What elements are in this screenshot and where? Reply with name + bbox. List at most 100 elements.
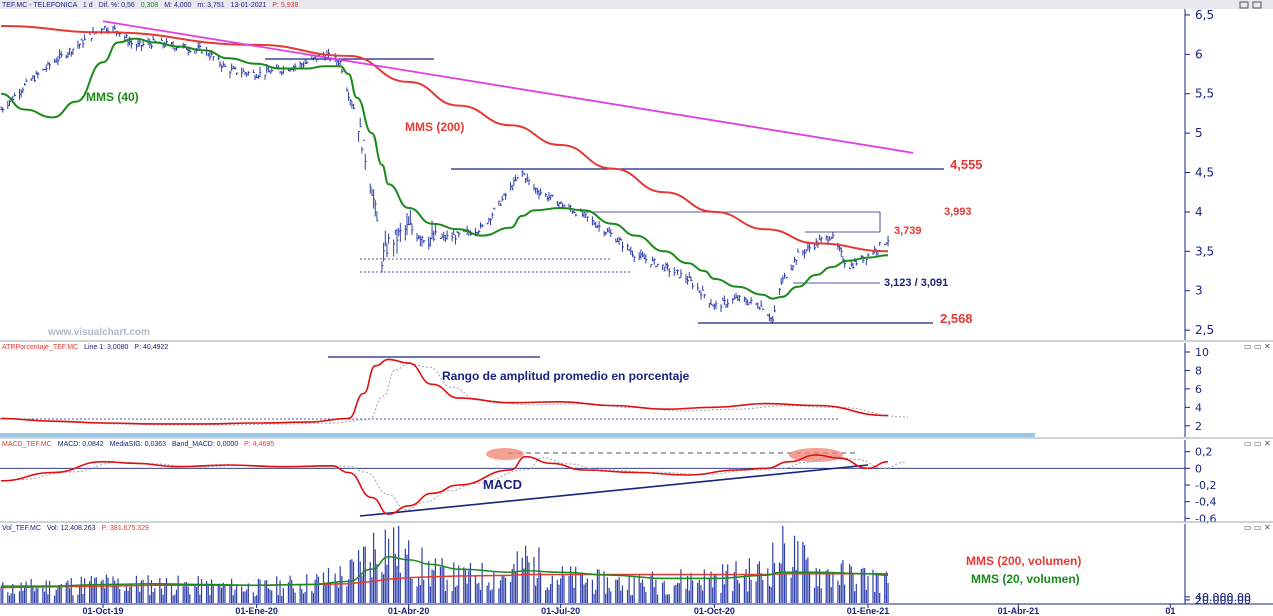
mms200-label: MMS (200) bbox=[405, 120, 464, 134]
period-text: 1 d bbox=[83, 2, 93, 9]
atr-y-tick-label: 6 bbox=[1195, 383, 1202, 396]
macd-line bbox=[1, 454, 889, 516]
level-label-3123: 3,123 / 3,091 bbox=[884, 277, 948, 289]
atr-p-val: P: 40,4922 bbox=[134, 344, 168, 351]
macd-support-trend bbox=[359, 464, 869, 517]
x-tick-label: 01-Abr-20 bbox=[388, 606, 430, 616]
mms200-line bbox=[1, 25, 889, 253]
volume-name: Vol_TEF.MC bbox=[2, 525, 41, 532]
price-y-tick-label: 2,5 bbox=[1195, 323, 1214, 337]
macd-highlight-1 bbox=[486, 448, 524, 460]
price-y-tick-label: 6,5 bbox=[1195, 8, 1214, 22]
macd-close-icon[interactable]: ✕ bbox=[1264, 439, 1271, 448]
price-window-controls bbox=[1239, 1, 1262, 9]
volume-p-val: P: 381.675.329 bbox=[101, 525, 149, 532]
volume-mms20-label: MMS (20, volumen) bbox=[971, 572, 1080, 586]
volume-y-tick-label: 40.000.00 bbox=[1195, 591, 1251, 604]
price-y-tick-label: 6 bbox=[1195, 47, 1203, 61]
x-tick-label: 01-Ene-20 bbox=[235, 606, 278, 616]
macd-minimize-icon[interactable]: ▭ bbox=[1244, 439, 1252, 448]
mms40-line bbox=[0, 37, 889, 300]
level-label-2568: 2,568 bbox=[940, 311, 973, 326]
atr-y-tick-label: 8 bbox=[1195, 364, 1202, 377]
symbol-text: TEF.MC - TELEFONICA bbox=[2, 2, 78, 9]
x-tick-label: 01-Jul-20 bbox=[541, 606, 580, 616]
minimize-icon[interactable] bbox=[1239, 1, 1249, 9]
atr-line bbox=[1, 358, 889, 425]
macd-val: MACD: 0,0842 bbox=[58, 441, 104, 448]
volume-close-icon[interactable]: ✕ bbox=[1264, 523, 1271, 532]
price-y-tick-label: 5 bbox=[1195, 126, 1203, 140]
maximize-icon[interactable] bbox=[1252, 1, 1262, 9]
atr-signal-line bbox=[21, 363, 909, 426]
date-text: 13-01-2021 bbox=[231, 2, 267, 9]
x-tick-label: 01-Oct-20 bbox=[694, 606, 735, 616]
x-tick-label: 01 bbox=[1165, 606, 1175, 616]
price-bars bbox=[0, 24, 890, 325]
scrollbar[interactable] bbox=[0, 433, 1035, 437]
volume-y-tick-label: 20.000.00 bbox=[1195, 594, 1251, 607]
volume-mms20-line bbox=[1, 556, 889, 587]
macd-header: MACD_TEF.MC MACD: 0,0842 MediaSIG: 0,036… bbox=[2, 441, 274, 448]
volume-mms200-label: MMS (200, volumen) bbox=[966, 554, 1081, 568]
atr-title: Rango de amplitud promedio en porcentaje bbox=[442, 369, 690, 383]
volume-val: Vol: 12.408.263 bbox=[47, 525, 96, 532]
watermark: www.visualchart.com bbox=[47, 327, 150, 338]
atr-line-val: Line 1: 3,0080 bbox=[84, 344, 128, 351]
dif-text: Dif. %: 0,56 bbox=[99, 2, 135, 9]
macd-signal-line bbox=[17, 455, 905, 511]
dif2-text: 0,308 bbox=[141, 2, 159, 9]
price-y-tick-label: 4 bbox=[1195, 205, 1203, 219]
atr-maximize-icon[interactable]: ▭ bbox=[1254, 342, 1262, 351]
volume-maximize-icon[interactable]: ▭ bbox=[1254, 523, 1262, 532]
atr-y-tick-label: 2 bbox=[1195, 420, 1202, 433]
macd-y-tick-label: 0 bbox=[1195, 462, 1202, 475]
price-y-ticks: 6,5 6 5,5 5 4,5 4 3,5 3 2,5 bbox=[1185, 8, 1214, 337]
atr-panel: ATRPorcentaje_TEF.MC Line 1: 3,0080 P: 4… bbox=[0, 340, 1273, 437]
x-tick-label: 01-Ene-21 bbox=[847, 606, 890, 616]
macd-panel: MACD_TEF.MC MACD: 0,0842 MediaSIG: 0,036… bbox=[0, 437, 1273, 525]
level-label-3993: 3,993 bbox=[944, 206, 972, 218]
price-header-bar bbox=[0, 0, 1273, 9]
price-header: TEF.MC - TELEFONICA 1 d Dif. %: 0,56 0,3… bbox=[2, 2, 299, 9]
x-tick-label: 01-Abr-21 bbox=[998, 606, 1040, 616]
atr-minimize-icon[interactable]: ▭ bbox=[1244, 342, 1252, 351]
price-panel: TEF.MC - TELEFONICA 1 d Dif. %: 0,56 0,3… bbox=[0, 0, 1273, 340]
level-label-4555: 4,555 bbox=[950, 157, 983, 172]
atr-name: ATRPorcentaje_TEF.MC bbox=[2, 344, 78, 351]
macd-y-ticks: 0,2 0 -0,2 -0,4 -0,6 bbox=[1185, 446, 1216, 525]
atr-close-icon[interactable]: ✕ bbox=[1264, 342, 1271, 351]
min-text: m: 3,751 bbox=[197, 2, 224, 9]
x-tick-label: 01-Oct-19 bbox=[82, 606, 123, 616]
macd-title: MACD bbox=[483, 477, 522, 492]
macd-y-tick-label: -0,6 bbox=[1195, 512, 1216, 525]
max-text: M: 4,000 bbox=[164, 2, 191, 9]
level-label-3739: 3,739 bbox=[894, 225, 922, 237]
mms40-label: MMS (40) bbox=[86, 90, 139, 104]
macd-maximize-icon[interactable]: ▭ bbox=[1254, 439, 1262, 448]
macd-y-tick-label: -0,4 bbox=[1195, 496, 1216, 509]
macd-y-tick-label: 0,2 bbox=[1195, 446, 1213, 459]
volume-mms200-line bbox=[1, 572, 888, 589]
panel-controls: ▭ ▭ ✕ ▭ ▭ ✕ ▭ ▭ ✕ bbox=[1244, 342, 1271, 532]
atr-header: ATRPorcentaje_TEF.MC Line 1: 3,0080 P: 4… bbox=[2, 344, 168, 351]
atr-y-ticks: 10 8 6 4 2 bbox=[1185, 346, 1209, 433]
volume-bars bbox=[0, 526, 889, 603]
x-axis-ticks: 01-Oct-19 01-Ene-20 01-Abr-20 01-Jul-20 01-O… bbox=[82, 604, 1175, 616]
price-y-tick-label: 3,5 bbox=[1195, 244, 1214, 258]
volume-minimize-icon[interactable]: ▭ bbox=[1244, 523, 1252, 532]
macd-band-val: Band_MACD: 0,0000 bbox=[172, 441, 238, 448]
x-axis: 01-Oct-19 01-Ene-20 01-Abr-20 01-Jul-20 01-O… bbox=[0, 603, 1273, 616]
macd-y-tick-label: -0,2 bbox=[1195, 479, 1216, 492]
p-text: P: 5,938 bbox=[272, 2, 298, 9]
macd-name: MACD_TEF.MC bbox=[2, 441, 52, 448]
macd-signal-val: MediaSIG: 0,0363 bbox=[110, 441, 167, 448]
volume-panel: Vol_TEF.MC Vol: 12.408.263 P: 381.675.32… bbox=[0, 521, 1273, 607]
volume-header: Vol_TEF.MC Vol: 12.408.263 P: 381.675.32… bbox=[2, 525, 149, 532]
price-y-tick-label: 4,5 bbox=[1195, 166, 1214, 180]
price-y-tick-label: 5,5 bbox=[1195, 87, 1214, 101]
atr-y-tick-label: 10 bbox=[1195, 346, 1209, 359]
atr-y-tick-label: 4 bbox=[1195, 401, 1202, 414]
